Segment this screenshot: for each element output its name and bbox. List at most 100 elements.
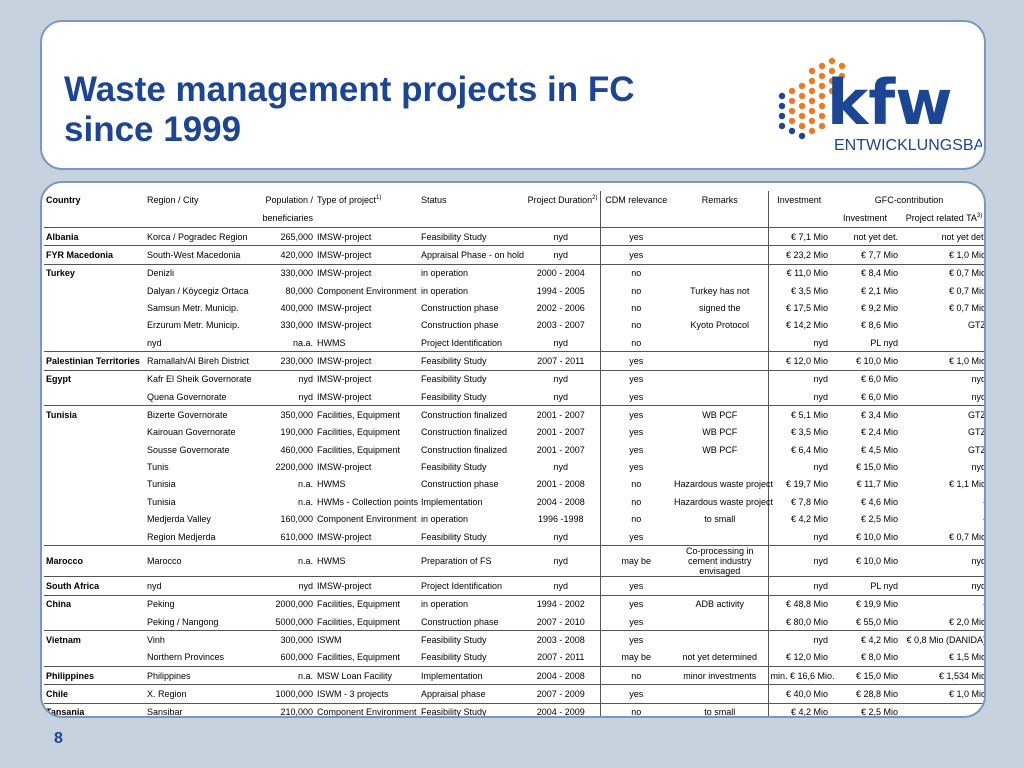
logo-wordmark: kfw [827,66,952,139]
cell-investment: € 80,0 Mio [767,612,830,631]
cell-gfc-ta: € 0,8 Mio (DANIDA) [900,630,984,649]
cell-gfc-ta: - [900,702,984,716]
cell-remarks: Hazardous waste project [674,496,774,507]
cell-cdm: may be [599,648,672,667]
cell-region: Northern Provinces [147,652,225,663]
cell-duration: 1996 -1998 [537,514,584,525]
cell-population: 610,000 [280,531,313,542]
cell-cdm: yes [599,684,672,704]
cell-status: Project Identification [419,576,522,596]
cell-status: Feasibility Study [419,630,522,649]
cell-country [44,441,145,458]
table-row: Marocco Marocco n.a. HWMS Preparation of FS n… [44,545,984,577]
cell-duration: 2001 - 2008 [536,479,585,490]
cell-gfc-ta: GTZ [968,444,986,455]
cell-duration: 1994 - 2002 [522,594,600,613]
cell-country [44,458,145,475]
cell-region: Denizli [145,263,257,283]
cell-investment: € 40,0 Mio [767,684,830,704]
cell-status: Feasibility Study [419,369,522,389]
table-row: Chile X. Region 1000,000 ISWM - 3 projects A… [44,684,984,704]
cell-cdm: yes [599,630,672,649]
cell-gfc-inv: € 6,0 Mio [830,369,900,389]
cell-type: IMSW-project [315,351,419,371]
cell-status: Construction phase [421,616,499,627]
cell-duration: nyd [553,337,568,348]
cell-country: Philippines [44,665,145,685]
cell-remarks [672,528,768,546]
col-header-remarks: Remarks [701,195,738,205]
table-row: Kairouan Governorate 190,000 Facilities, E… [44,423,984,442]
cell-remarks: WB PCF [672,405,768,424]
cell-population: n.a. [257,665,315,685]
cell-remarks [672,351,768,371]
cell-gfc-ta: € 0,7 Mio [948,531,986,542]
cell-remarks: to small [672,702,768,716]
cell-investment: nyd [767,545,830,577]
cell-duration: 2003 - 2007 [536,320,585,331]
cell-type: IMSW-project [315,369,419,389]
cell-population: 210,000 [257,702,315,716]
cell-status: Implementation [419,665,522,685]
cell-investment: € 17,5 Mio [767,299,830,317]
cell-investment: nyd [767,630,830,649]
cell-population: 2000,000 [257,594,315,613]
header-row-2: beneficiaries Investment Project related… [44,209,984,228]
cell-duration: 2007 - 2009 [522,684,600,704]
duration-header-footnote: 2) [592,195,598,201]
cell-type: Component Environment [317,285,417,296]
cell-duration: nyd [553,462,568,473]
cell-country [44,613,145,631]
cell-gfc-ta: - [983,496,986,507]
cell-country [44,388,145,406]
cell-country: Marocco [44,545,145,577]
col-header-population: Population / [265,195,313,205]
cell-population: 160,000 [280,514,313,525]
cell-cdm: yes [599,612,672,631]
table-row: Tunis 2200,000 IMSW-project Feasibility Stu… [44,458,984,476]
cell-region: Sousse Governorate [147,444,230,455]
cell-status: Project Identification [421,337,503,348]
col-header-gfc-investment: Investment [842,213,888,223]
table-row: China Peking 2000,000 Facilities, Equipment… [44,594,984,613]
cell-country [44,649,145,667]
cell-type: MSW Loan Facility [315,665,419,685]
cell-cdm: no [599,334,672,352]
cell-cdm: no [599,475,672,494]
col-header-type: Type of project1) [315,191,419,209]
cell-population: na.a. [292,337,313,348]
table-row: Tunisia n.a. HWMs - Collection points Imple… [44,493,986,511]
cell-gfc-inv: € 2,5 Mio [830,702,900,716]
col-header-cdm: CDM relevance [599,191,672,209]
cell-region: Region Medjerda [147,531,216,542]
cell-country [44,299,145,316]
cell-gfc-inv: € 8,6 Mio [860,320,898,331]
table-panel: Country Region / City Population / Type … [40,181,986,718]
col-header-region: Region / City [147,195,199,205]
table-row: Northern Provinces 600,000 Facilities, Equ… [44,648,984,667]
cell-cdm: no [599,510,672,528]
cell-cdm: yes [599,226,672,246]
cell-region: Peking [145,594,257,613]
table-row: Dalyan / Köycegiz Ortaca 80,000 Component … [44,282,984,300]
cell-cdm: may be [599,545,672,577]
cell-type: HWMS [317,337,346,348]
cell-duration: 2002 - 2006 [536,303,585,314]
cell-duration: nyd [553,531,568,542]
cell-duration: 1994 - 2005 [536,285,585,296]
cell-investment: € 48,8 Mio [767,594,830,613]
cell-population: nyd [257,576,315,596]
table-row: Peking / Nangong 5000,000 Facilities, Equi… [44,612,984,631]
cell-population: 300,000 [257,630,315,649]
cell-duration: nyd [553,391,568,402]
cell-investment: € 3,5 Mio [767,423,830,442]
cell-cdm: yes [599,576,672,596]
cell-investment: € 6,4 Mio [767,441,830,459]
gfc-ta-header-footnote: 3) [976,213,983,219]
logo-subtitle: ENTWICKLUNGSBANK [834,137,982,154]
cell-country: Tansania [44,702,145,716]
cell-cdm: yes [599,405,672,424]
cell-gfc-inv: € 15,0 Mio [830,665,900,685]
cell-type: Component Environment [315,702,419,716]
cell-investment: € 4,2 Mio [767,702,830,716]
